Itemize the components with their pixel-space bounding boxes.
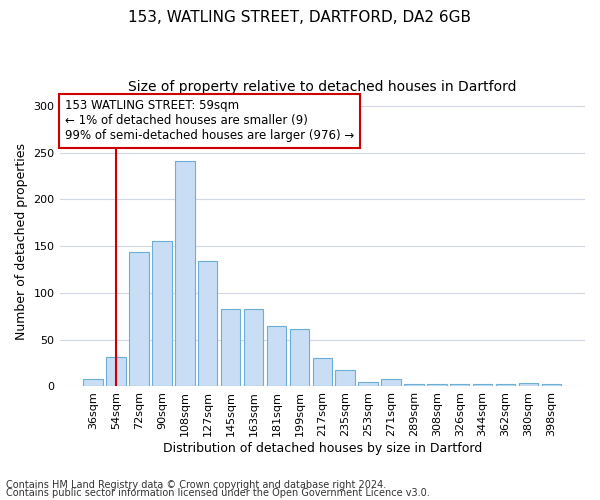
Bar [404, 384, 424, 386]
Bar [335, 370, 355, 386]
Bar [83, 379, 103, 386]
Title: Size of property relative to detached houses in Dartford: Size of property relative to detached ho… [128, 80, 517, 94]
Bar [267, 326, 286, 386]
Bar [542, 384, 561, 386]
Text: 153, WATLING STREET, DARTFORD, DA2 6GB: 153, WATLING STREET, DARTFORD, DA2 6GB [128, 10, 472, 25]
Bar [244, 309, 263, 386]
Bar [358, 382, 378, 386]
Bar [152, 240, 172, 386]
Bar [313, 358, 332, 386]
Bar [427, 384, 446, 386]
Bar [450, 384, 469, 386]
Bar [129, 252, 149, 386]
Bar [473, 384, 493, 386]
Bar [381, 379, 401, 386]
Bar [198, 261, 217, 386]
Bar [175, 161, 194, 386]
Y-axis label: Number of detached properties: Number of detached properties [15, 143, 28, 340]
X-axis label: Distribution of detached houses by size in Dartford: Distribution of detached houses by size … [163, 442, 482, 455]
Bar [496, 384, 515, 386]
Text: Contains public sector information licensed under the Open Government Licence v3: Contains public sector information licen… [6, 488, 430, 498]
Bar [221, 309, 241, 386]
Bar [290, 330, 309, 386]
Bar [519, 382, 538, 386]
Text: 153 WATLING STREET: 59sqm
← 1% of detached houses are smaller (9)
99% of semi-de: 153 WATLING STREET: 59sqm ← 1% of detach… [65, 100, 354, 142]
Bar [106, 356, 126, 386]
Text: Contains HM Land Registry data © Crown copyright and database right 2024.: Contains HM Land Registry data © Crown c… [6, 480, 386, 490]
